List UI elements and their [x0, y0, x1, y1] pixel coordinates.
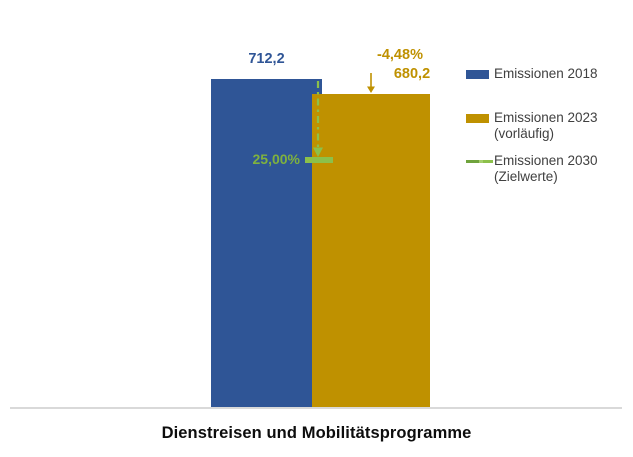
legend-swatch-2030-dash-line: [466, 160, 493, 163]
legend-label-2018: Emissionen 2018: [494, 66, 598, 81]
legend-swatch-2018: [466, 70, 489, 79]
legend-label-2030: Emissionen 2030 (Zielwerte): [494, 153, 598, 184]
bar-emissionen-2023: [312, 94, 430, 408]
target-percent-label: 25,00%: [252, 151, 300, 167]
legend-item-emissionen-2030: Emissionen 2030 (Zielwerte): [466, 153, 598, 184]
legend-label-2023: Emissionen 2023 (vorläufig): [494, 110, 598, 141]
x-axis-baseline: [10, 407, 622, 409]
chart-title: Dienstreisen und Mobilitätsprogramme: [161, 424, 472, 442]
value-label-2023: 680,2: [393, 66, 431, 82]
legend-label-2023-line2: (vorläufig): [494, 125, 555, 141]
legend-label-2023-line1: Emissionen 2023: [494, 110, 598, 125]
legend-label-2030-line1: Emissionen 2030: [494, 153, 598, 168]
legend-label-2030-line2: (Zielwerte): [494, 168, 558, 184]
value-label-2018: 712,2: [248, 51, 285, 67]
legend-item-emissionen-2023: Emissionen 2023 (vorläufig): [466, 110, 598, 141]
bar-emissionen-2018: [211, 79, 322, 408]
legend-swatch-2023: [466, 114, 489, 123]
change-percent-label: -4,48%: [377, 47, 423, 63]
legend-item-emissionen-2018: Emissionen 2018: [466, 66, 598, 82]
